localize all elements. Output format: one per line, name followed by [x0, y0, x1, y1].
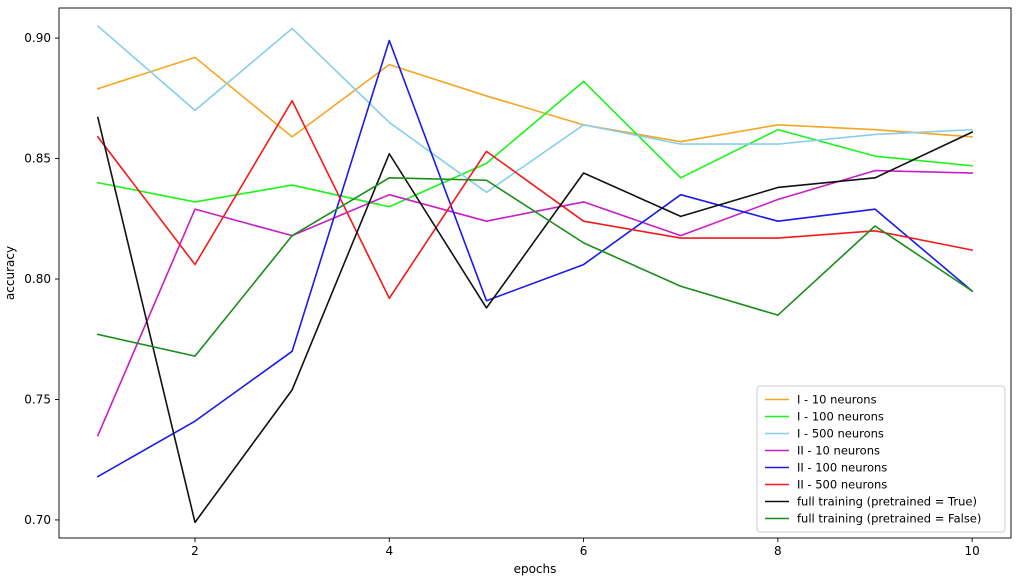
x-tick-label: 8 — [774, 544, 782, 558]
plot-frame — [58, 7, 1012, 539]
legend-entry: I - 500 neurons — [797, 427, 884, 441]
y-axis-label: accuracy — [3, 246, 17, 300]
series-line-1 — [96, 56, 973, 143]
plot-border — [58, 7, 1012, 539]
legend-entry: II - 100 neurons — [797, 461, 887, 475]
x-tick-label: 4 — [385, 544, 393, 558]
x-tick-label: 6 — [580, 544, 588, 558]
y-tick-label: 0.85 — [24, 152, 51, 166]
series-line-6 — [96, 99, 974, 300]
legend-entry: full training (pretrained = False) — [797, 512, 981, 526]
axis-ticks: 2 4 6 8 10 0.70 0.75 0.80 0.85 0.90 — [24, 31, 980, 558]
legend-box — [756, 385, 1006, 533]
series-line-2 — [96, 80, 974, 208]
legend-entry: II - 500 neurons — [797, 478, 887, 492]
x-tick-label: 10 — [965, 544, 980, 558]
y-tick-label: 0.80 — [24, 272, 51, 286]
y-tick-label: 0.90 — [24, 31, 51, 45]
y-tick-label: 0.75 — [24, 392, 51, 406]
legend-entry: I - 10 neurons — [797, 393, 877, 407]
series-layer — [96, 24, 974, 524]
series-line-3 — [96, 24, 973, 194]
series-line-5 — [96, 39, 974, 478]
y-tick-label: 0.70 — [24, 513, 51, 527]
x-tick-label: 2 — [191, 544, 199, 558]
legend-entry: full training (pretrained = True) — [797, 495, 977, 509]
legend-entry: II - 10 neurons — [797, 444, 880, 458]
legend-entry: I - 100 neurons — [797, 410, 884, 424]
series-line-8 — [96, 177, 974, 357]
series-line-7 — [96, 116, 974, 524]
legend: I - 10 neurons I - 100 neurons I - 500 neu… — [756, 385, 1006, 533]
x-axis-label: epochs — [514, 562, 557, 576]
